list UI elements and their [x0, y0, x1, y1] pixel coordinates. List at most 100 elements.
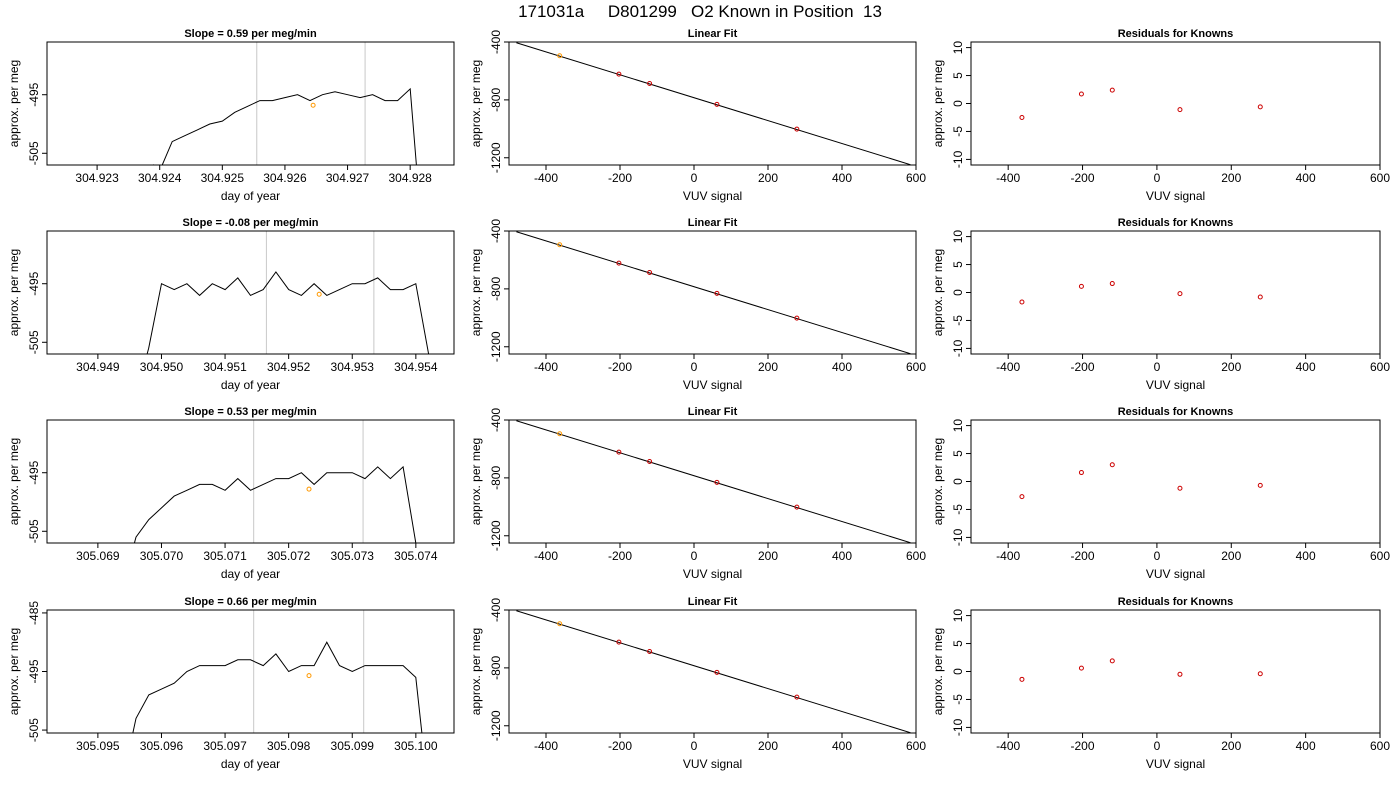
mean-marker	[306, 673, 312, 679]
y-tick-label: -5	[951, 694, 965, 705]
x-tick-label: 305.097	[203, 739, 247, 753]
plot-frame	[508, 609, 917, 734]
data-point	[616, 639, 622, 645]
y-tick-label: 10	[951, 230, 965, 244]
x-tick-label: 200	[758, 739, 778, 753]
x-tick-label: 200	[758, 549, 778, 563]
data-point	[1078, 283, 1084, 289]
data-point	[794, 504, 800, 510]
x-axis-label: day of year	[221, 567, 280, 581]
plot-frame	[46, 230, 455, 355]
x-tick-label: -200	[608, 360, 632, 374]
x-axis-label: VUV signal	[683, 378, 742, 392]
data-point	[1177, 671, 1183, 677]
x-tick-label: 400	[832, 360, 852, 374]
x-tick-label: 0	[1154, 171, 1161, 185]
page-title: 171031a D801299 O2 Known in Position 13	[518, 2, 882, 21]
x-axis-label: VUV signal	[1146, 757, 1205, 771]
plot-frame	[508, 419, 917, 544]
x-tick-label: 200	[1221, 739, 1241, 753]
x-tick-label: 0	[691, 171, 698, 185]
data-point	[1019, 114, 1025, 120]
y-tick-label: -5	[951, 315, 965, 326]
data-point	[1109, 281, 1115, 287]
plot-area	[516, 231, 911, 354]
x-tick-label: -200	[1071, 171, 1095, 185]
data-point	[647, 459, 653, 465]
data-point	[1257, 104, 1263, 110]
plot-area	[1019, 462, 1263, 500]
x-tick-label: -400	[534, 549, 558, 563]
x-tick-label: 200	[758, 171, 778, 185]
series-line	[146, 271, 430, 354]
panel-6: Residuals for Knowns -400 -200 0 200 400 600 VU…	[931, 217, 1390, 392]
y-tick-label: -400	[489, 30, 503, 54]
y-tick-label: -10	[951, 150, 965, 168]
y-axis-label: approx. per meg	[931, 60, 945, 147]
plot-area	[1019, 87, 1263, 120]
y-tick-label: -1200	[489, 710, 503, 741]
y-tick-label: -10	[951, 718, 965, 736]
x-tick-label: 304.923	[75, 171, 119, 185]
x-tick-label: 305.099	[331, 739, 375, 753]
panel-title: Linear Fit	[688, 596, 738, 608]
x-tick-label: 0	[691, 549, 698, 563]
plot-frame	[508, 230, 917, 355]
x-tick-label: 600	[1370, 739, 1390, 753]
x-tick-label: 400	[1296, 360, 1316, 374]
x-tick-label: -400	[996, 739, 1020, 753]
x-tick-label: -200	[608, 171, 632, 185]
y-axis-label: approx. per meg	[469, 438, 483, 525]
fit-line	[516, 231, 911, 354]
data-point	[1109, 658, 1115, 664]
plot-area	[516, 610, 911, 733]
x-axis-label: VUV signal	[1146, 189, 1205, 203]
data-point	[557, 242, 563, 248]
x-tick-label: 304.951	[203, 360, 247, 374]
y-tick-label: 10	[951, 609, 965, 623]
panel-2: Linear Fit -400 -200 0 200 400 600 VUV signal -4…	[469, 28, 926, 203]
x-tick-label: -400	[996, 171, 1020, 185]
panel-8: Linear Fit -400 -200 0 200 400 600 VUV signal -4…	[469, 406, 926, 581]
x-axis-label: VUV signal	[1146, 378, 1205, 392]
x-tick-label: 304.927	[326, 171, 370, 185]
series-line	[152, 87, 417, 165]
y-tick-label: -505	[27, 519, 41, 543]
plot-area	[132, 610, 423, 733]
panel-9: Residuals for Knowns -400 -200 0 200 400 600 VU…	[931, 406, 1390, 581]
panel-title: Residuals for Knowns	[1118, 406, 1234, 418]
x-tick-label: 304.928	[388, 171, 432, 185]
data-point	[1019, 494, 1025, 500]
data-point	[1019, 676, 1025, 682]
panel-title: Slope = 0.66 per meg/min	[184, 596, 317, 608]
x-axis-label: day of year	[221, 378, 280, 392]
panel-4: Slope = -0.08 per meg/min 304.949 304.950 3…	[7, 217, 455, 392]
series-line	[133, 465, 417, 543]
y-axis-label: approx. per meg	[7, 438, 21, 525]
y-axis-label: approx. per meg	[469, 249, 483, 336]
plot-frame	[970, 609, 1381, 734]
x-tick-label: 600	[906, 739, 926, 753]
x-tick-label: 304.954	[394, 360, 438, 374]
y-axis-label: approx. per meg	[469, 628, 483, 715]
x-tick-label: 200	[1221, 171, 1241, 185]
plot-area	[152, 42, 417, 165]
x-tick-label: -400	[996, 549, 1020, 563]
data-point	[616, 260, 622, 266]
fit-line	[516, 42, 911, 165]
y-tick-label: -495	[27, 82, 41, 106]
data-point	[1177, 291, 1183, 297]
data-point	[1257, 482, 1263, 488]
y-axis-label: approx. per meg	[931, 249, 945, 336]
y-axis-label: approx. per meg	[931, 438, 945, 525]
data-point	[557, 621, 563, 627]
y-tick-label: 5	[951, 261, 965, 268]
panel-title: Slope = -0.08 per meg/min	[182, 217, 318, 229]
x-tick-label: 0	[1154, 739, 1161, 753]
y-tick-label: 0	[951, 289, 965, 296]
panel-title: Slope = 0.53 per meg/min	[184, 406, 317, 418]
y-tick-label: -505	[27, 718, 41, 742]
x-tick-label: 305.072	[267, 549, 311, 563]
x-tick-label: 200	[1221, 549, 1241, 563]
